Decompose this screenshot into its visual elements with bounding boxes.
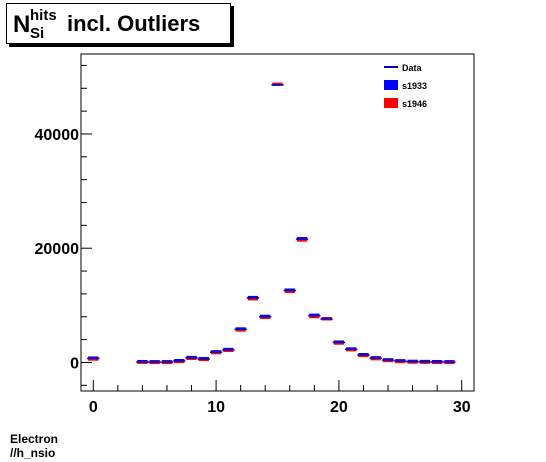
bin-s1946-13 <box>247 297 259 301</box>
plot-frame <box>80 53 475 392</box>
x-tick-label: 10 <box>207 399 225 416</box>
legend-swatch-s1946 <box>384 98 398 108</box>
legend-label-s1933: s1933 <box>402 81 427 91</box>
y-tick-label: 0 <box>70 355 79 372</box>
bin-s1946-14 <box>260 316 271 320</box>
bin-s1946-20 <box>333 341 345 345</box>
particle-label: Electron <box>10 432 59 446</box>
title-text: incl. Outliers <box>67 11 200 36</box>
title-subscript: Si <box>30 25 44 42</box>
bin-s1946-16 <box>284 290 295 294</box>
bin-s1946-12 <box>235 328 246 332</box>
bin-s1946-0 <box>88 357 99 361</box>
y-tick-label: 20000 <box>35 241 80 258</box>
legend-label-Data: Data <box>402 63 423 73</box>
x-tick-label: 20 <box>330 399 348 416</box>
legend-label-s1946: s1946 <box>402 99 427 109</box>
legend-swatch-s1933 <box>384 80 398 90</box>
title-superscript: hits <box>30 7 57 24</box>
chart-title-box <box>6 3 231 44</box>
y-tick-label: 40000 <box>35 127 80 144</box>
x-tick-label: 30 <box>453 399 471 416</box>
x-tick-label: 0 <box>89 399 98 416</box>
histogram-name-label: //h_nsio <box>10 446 56 460</box>
title-symbol: N <box>13 11 30 38</box>
bin-s1946-18 <box>309 315 320 319</box>
bin-s1946-17 <box>296 238 308 242</box>
